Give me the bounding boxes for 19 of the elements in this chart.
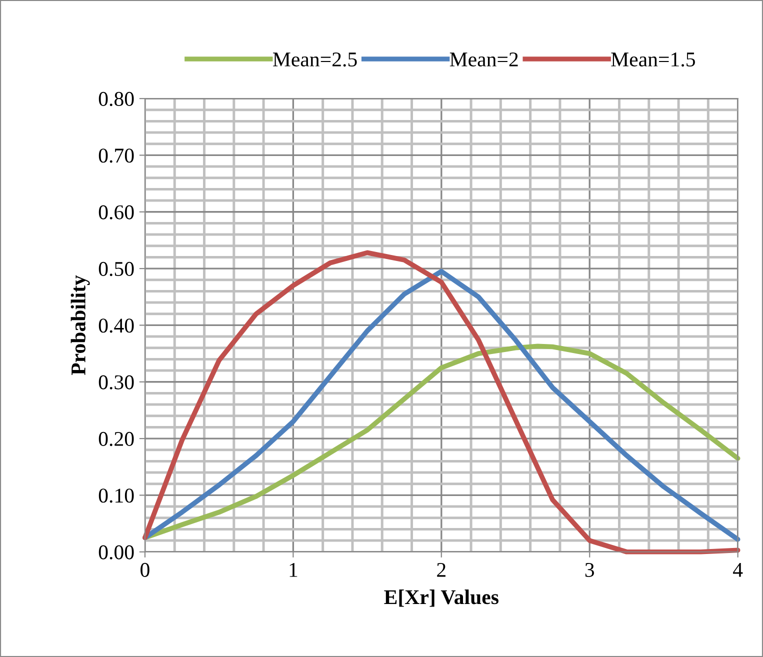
y-tick-label: 0.40	[98, 318, 134, 333]
y-tick-label: 0.50	[98, 262, 134, 276]
y-tick-label: 0.30	[98, 375, 134, 390]
y-tick-label: 0.10	[98, 488, 134, 503]
legend-label: Mean=2.5	[273, 52, 357, 67]
x-tick-label: 1	[290, 563, 298, 577]
x-tick-label: 4	[733, 563, 743, 577]
y-tick-label: 0.60	[98, 205, 134, 220]
y-tick-label: 0.80	[98, 92, 134, 106]
x-tick-label: 3	[585, 562, 594, 577]
legend-label: Mean=2	[450, 52, 518, 66]
legend-label: Mean=1.5	[611, 52, 695, 67]
x-tick-label: 0	[140, 562, 150, 577]
y-tick-label: 0.70	[98, 148, 134, 163]
x-tick-label: 2	[437, 562, 446, 577]
y-tick-label: 0.20	[98, 432, 134, 446]
y-tick-label: 0.00	[98, 545, 134, 560]
x-axis-title: E[Xr] Values	[384, 590, 498, 607]
y-axis-title: Probability	[70, 275, 90, 376]
